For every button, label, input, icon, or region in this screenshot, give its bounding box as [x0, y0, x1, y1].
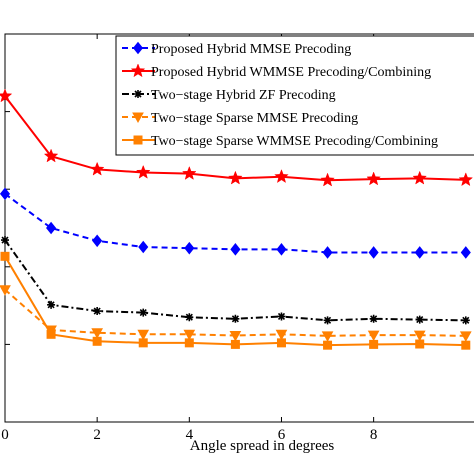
series-3 — [0, 285, 472, 342]
data-point — [276, 338, 286, 348]
data-point — [415, 339, 425, 349]
data-point — [92, 336, 102, 346]
data-point — [413, 330, 426, 342]
data-point — [0, 251, 10, 261]
data-point — [0, 187, 11, 201]
series-1 — [0, 88, 474, 187]
legend-marker — [132, 41, 144, 55]
data-point — [0, 285, 11, 296]
data-point — [320, 172, 335, 187]
data-point — [138, 338, 148, 348]
legend-entry: Two−stage Hybrid ZF Precoding — [122, 88, 336, 103]
data-point — [43, 148, 59, 163]
data-point — [92, 234, 103, 248]
legend-entry: Two−stage Sparse WMMSE Precoding/Combini… — [122, 134, 438, 149]
x-tick-label: 4 — [186, 427, 194, 443]
legend-box — [115, 35, 474, 156]
data-point — [459, 331, 472, 342]
data-point — [458, 172, 474, 187]
data-point — [369, 314, 378, 323]
data-point — [230, 243, 241, 256]
legend-label: Two−stage Sparse WMMSE Precoding/Combini… — [151, 134, 438, 149]
data-point — [228, 170, 243, 185]
data-point — [275, 329, 288, 341]
data-point — [0, 88, 13, 103]
legend-label: Two−stage Hybrid ZF Precoding — [151, 88, 336, 103]
series-line — [4, 239, 466, 322]
data-point — [1, 236, 9, 245]
data-point — [321, 331, 334, 342]
data-point — [91, 328, 104, 339]
series-2 — [1, 236, 470, 325]
data-point — [182, 165, 197, 180]
data-point — [414, 246, 425, 259]
data-point — [46, 221, 57, 235]
data-point — [139, 308, 148, 317]
legend-marker — [133, 135, 143, 145]
data-point — [369, 339, 379, 349]
data-point — [183, 329, 196, 341]
x-tick-label: 8 — [370, 427, 378, 443]
x-axis-label: Angle spread in degrees — [190, 438, 335, 454]
plot-frame — [4, 33, 474, 423]
data-point — [368, 246, 379, 259]
data-point — [46, 329, 56, 339]
legend-label: Proposed Hybrid WMMSE Precoding/Combinin… — [151, 65, 431, 80]
data-point — [461, 340, 471, 350]
data-point — [277, 312, 286, 321]
data-point — [230, 339, 240, 349]
legend-label: Two−stage Sparse MMSE Precoding — [151, 111, 358, 126]
data-point — [367, 330, 380, 342]
series-0 — [0, 187, 471, 259]
data-point — [461, 316, 470, 325]
legend-entry: Proposed Hybrid WMMSE Precoding/Combinin… — [122, 63, 431, 80]
x-tick-label: 2 — [93, 427, 101, 443]
data-point — [184, 241, 195, 255]
legend-marker — [132, 112, 144, 124]
data-point — [229, 330, 242, 342]
data-point — [184, 338, 194, 348]
legend-marker — [130, 63, 146, 78]
data-point — [47, 300, 56, 309]
data-point — [415, 315, 424, 324]
x-tick-label: 6 — [278, 427, 286, 443]
data-point — [231, 314, 240, 323]
axes: 0 2 4 6 8 — [1, 33, 474, 443]
x-tick-label: 0 — [1, 427, 9, 443]
data-point — [276, 243, 287, 256]
legend-entry: Two−stage Sparse MMSE Precoding — [122, 111, 358, 126]
data-point — [93, 307, 102, 316]
legend-label: Proposed Hybrid MMSE Precoding — [151, 42, 351, 57]
data-point — [460, 246, 471, 259]
data-point — [412, 170, 428, 185]
legend-entry: Proposed Hybrid MMSE Precoding — [122, 41, 351, 57]
data-point — [138, 240, 149, 254]
data-point — [366, 171, 381, 186]
data-point — [89, 161, 105, 176]
data-point — [323, 340, 333, 350]
data-point — [185, 313, 194, 322]
data-point — [135, 164, 151, 179]
data-point — [322, 246, 333, 259]
series-4 — [0, 251, 471, 350]
legend-marker — [134, 90, 142, 98]
series-line — [4, 288, 466, 337]
series-layer — [0, 88, 474, 350]
data-point — [323, 316, 332, 325]
legend: Proposed Hybrid MMSE Precoding Proposed H… — [115, 35, 474, 156]
data-point — [137, 329, 150, 341]
data-point — [274, 169, 289, 184]
